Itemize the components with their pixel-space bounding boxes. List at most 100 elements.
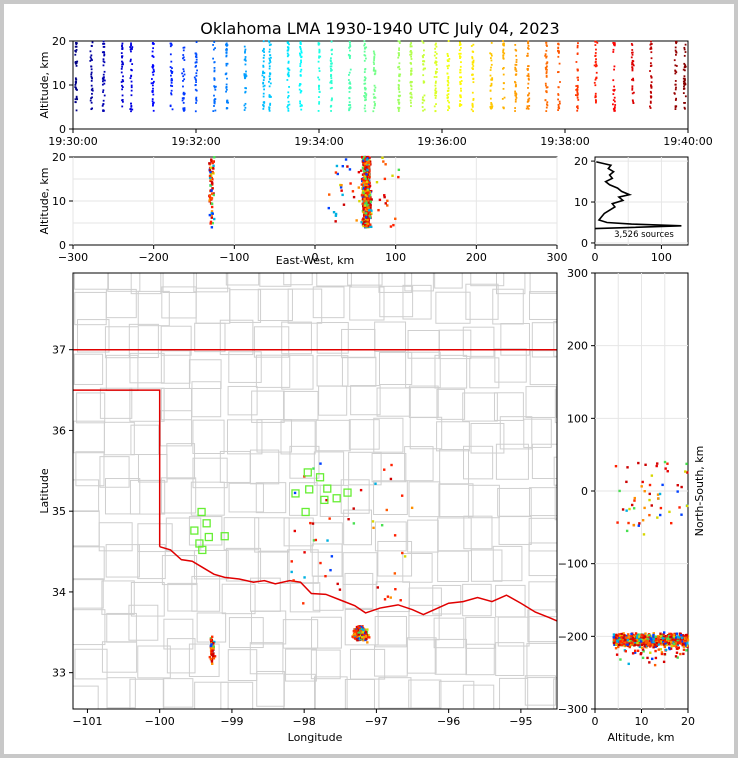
ew-source-point <box>361 197 365 201</box>
ns-source-point <box>680 642 683 646</box>
time-source-point <box>545 71 548 73</box>
time-source-point <box>447 105 450 108</box>
time-source-point <box>225 54 228 57</box>
ns-source-point <box>615 643 618 646</box>
time-source-point <box>489 106 492 108</box>
time-source-point <box>577 79 579 81</box>
ns-source-point <box>646 638 649 641</box>
time-source-point <box>194 88 197 91</box>
time-source-point <box>490 78 493 81</box>
time-source-point <box>684 83 687 86</box>
county-line <box>137 523 173 553</box>
time-source-point <box>152 80 155 83</box>
time-source-point <box>459 103 461 106</box>
time-source-point <box>649 90 652 93</box>
ns-source-point <box>617 643 621 647</box>
time-source-point <box>268 65 271 68</box>
time-source-point <box>130 80 133 83</box>
ns-source-point <box>670 633 674 636</box>
ns-source-point <box>682 642 685 646</box>
plan-source-point <box>362 635 366 639</box>
time-source-point <box>329 67 332 70</box>
time-source-point <box>546 101 549 104</box>
time-source-point <box>632 102 635 104</box>
ew-source-point <box>210 189 213 192</box>
time-source-point <box>318 102 320 105</box>
ns-source-point <box>685 644 689 648</box>
time-source-point <box>546 45 548 47</box>
plan-source-point <box>390 463 393 467</box>
plan-source-point <box>338 588 342 591</box>
time-source-point <box>576 44 579 47</box>
county-line <box>561 517 591 550</box>
ew-source-point <box>210 160 213 163</box>
time-source-point <box>171 67 173 70</box>
ew-source-point <box>339 186 343 189</box>
time-source-point <box>514 107 517 109</box>
ns-source-point <box>646 643 650 646</box>
ew-source-point <box>365 165 368 169</box>
plan-source-point <box>209 638 213 641</box>
time-source-point <box>613 106 616 108</box>
time-source-point <box>348 74 350 76</box>
time-source-point <box>152 87 154 90</box>
ew-source-point <box>368 207 371 211</box>
ns-source-point <box>635 638 638 642</box>
alt-time-ylabel: Altitude, km <box>38 51 51 118</box>
time-source-point <box>268 41 271 44</box>
plan-source-point <box>330 555 334 558</box>
ns-source-point <box>665 643 668 647</box>
time-source-point <box>102 42 104 45</box>
county-line <box>289 582 321 613</box>
ns-source-point <box>641 641 644 644</box>
time-source-point <box>318 84 321 87</box>
county-line <box>105 288 137 319</box>
time-source-point <box>650 76 653 79</box>
ns-source-point <box>648 661 651 664</box>
time-source-point <box>649 107 652 109</box>
plan-source-point <box>210 640 213 644</box>
county-line <box>470 549 503 582</box>
time-source-point <box>544 54 547 57</box>
ns-source-point <box>631 636 635 639</box>
county-line <box>432 584 462 615</box>
time-source-point <box>102 89 105 92</box>
time-source-point <box>448 101 451 104</box>
time-source-point <box>224 73 227 76</box>
time-source-point <box>410 62 413 65</box>
ns-source-point <box>679 652 682 656</box>
plan-source-point <box>389 596 392 599</box>
time-source-point <box>182 75 185 78</box>
time-source-point <box>75 61 77 63</box>
time-source-point <box>299 74 302 76</box>
time-source-point <box>225 55 228 58</box>
time-source-point <box>103 79 106 82</box>
time-source-point <box>397 108 400 111</box>
time-source-point <box>151 104 154 107</box>
time-source-point <box>298 88 301 91</box>
tick-label: 300 <box>547 251 568 264</box>
plan-source-point <box>358 626 361 630</box>
time-source-point <box>422 109 424 112</box>
time-source-point <box>515 95 517 97</box>
tick-label: 0 <box>59 239 66 252</box>
time-source-point <box>214 98 217 101</box>
plan-source-point <box>302 602 305 605</box>
time-source-point <box>593 64 596 67</box>
time-source-point <box>673 92 676 94</box>
time-source-point <box>682 68 685 71</box>
time-source-point <box>195 58 198 61</box>
ew-source-point <box>370 225 373 229</box>
county-line <box>408 679 442 709</box>
ew-source-point <box>212 164 215 168</box>
time-source-point <box>269 73 272 76</box>
time-source-point <box>434 43 437 46</box>
plan-source-point <box>211 649 214 652</box>
time-source-point <box>286 67 289 70</box>
time-source-point <box>363 40 366 43</box>
time-source-point <box>398 42 401 44</box>
ew-source-point <box>348 168 352 171</box>
time-source-point <box>121 79 124 81</box>
time-source-point <box>650 75 652 78</box>
time-source-point <box>364 99 366 102</box>
